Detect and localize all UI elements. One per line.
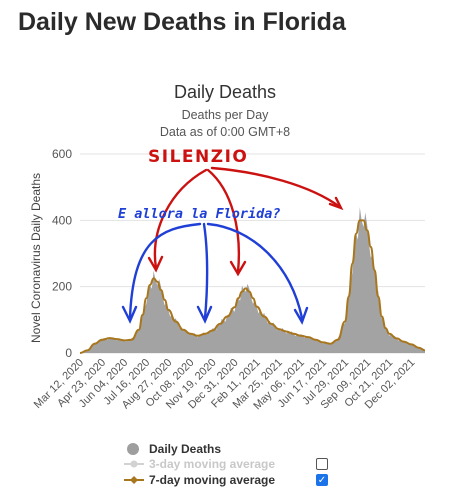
legend-symbol-daily-deaths [124, 442, 146, 456]
annotation-florida: E allora la Florida? [118, 206, 281, 222]
page-title: Daily New Deaths in Florida [18, 8, 346, 36]
daily-deaths-area [80, 207, 425, 353]
red-arrows [147, 166, 344, 277]
y-tick-label: 200 [52, 280, 72, 294]
legend-item-daily-deaths[interactable]: Daily Deaths [124, 441, 334, 457]
series [79, 207, 426, 354]
y-tick-label: 400 [52, 213, 72, 227]
legend-label-daily-deaths: Daily Deaths [149, 441, 222, 456]
legend: Daily Deaths 3-day moving average 7-day … [124, 441, 334, 488]
y-ticks: 0 200 400 600 [52, 147, 72, 360]
y-tick-label: 0 [65, 346, 72, 360]
chart-subtitle-2: Data as of 0:00 GMT+8 [160, 125, 290, 139]
legend-symbol-3-day-average [124, 457, 146, 471]
y-tick-label: 600 [52, 147, 72, 161]
legend-label-3-day-average: 3-day moving average [149, 457, 276, 472]
chart-title: Daily Deaths [174, 82, 276, 102]
blue-arrows [121, 222, 309, 325]
chart-subtitle-1: Deaths per Day [182, 108, 270, 122]
annotations: SILENZIO E allora la Florida? [118, 147, 344, 325]
checkbox-7-day-average[interactable]: ✓ [316, 473, 328, 486]
legend-symbol-7-day-average [124, 473, 146, 487]
legend-item-3-day-average[interactable]: 3-day moving average [124, 457, 334, 473]
y-axis-label: Novel Coronavirus Daily Deaths [29, 173, 43, 343]
checkbox-3-day-average[interactable] [316, 458, 328, 471]
legend-item-7-day-average[interactable]: 7-day moving average ✓ [124, 472, 334, 488]
annotation-silenzio: SILENZIO [148, 147, 248, 167]
legend-label-7-day-average: 7-day moving average [149, 472, 276, 487]
